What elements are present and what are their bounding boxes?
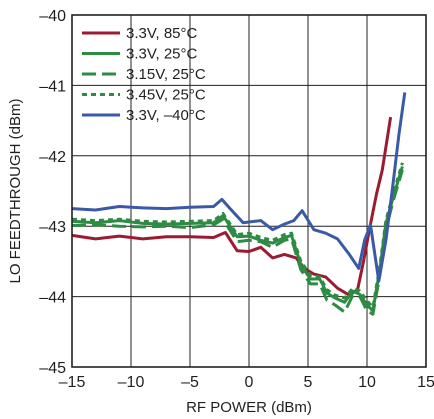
legend: 3.3V, 85°C 3.3V, 25°C 3.15V, 25°C 3.45V, 25…: [82, 25, 206, 124]
plot-frame: [71, 14, 427, 368]
series-line-3: [71, 169, 404, 316]
series-lines: [71, 92, 407, 316]
legend-label: 3.3V, 85°C: [126, 25, 197, 42]
tick-labels: –15 –10 –5 0 5 10 15 –45 –44 –43 –42 –41 –40: [39, 8, 434, 391]
y-tick-label: –41: [39, 78, 66, 95]
x-tick-label: –10: [118, 374, 145, 391]
series-line-1: [71, 116, 393, 297]
x-axis-title: RF POWER (dBm): [186, 399, 312, 416]
y-tick-label: –42: [39, 149, 66, 166]
series-line-4: [71, 162, 404, 309]
x-tick-label: 0: [245, 374, 254, 391]
y-axis-title: LO FEEDTHROUGH (dBm): [7, 98, 24, 283]
y-tick-label: –44: [39, 290, 66, 307]
y-tick-label: –43: [39, 219, 66, 236]
series-line-2: [71, 165, 404, 313]
x-tick-label: –15: [59, 374, 86, 391]
x-tick-label: 10: [358, 374, 376, 391]
legend-label: 3.45V, 25°C: [126, 87, 206, 104]
y-tick-label: –40: [39, 8, 66, 25]
x-tick-label: 15: [417, 374, 434, 391]
series-line-5: [71, 92, 407, 283]
legend-label: 3.3V, –40°C: [126, 107, 206, 124]
y-tick-label: –45: [39, 360, 66, 377]
x-tick-label: –5: [181, 374, 199, 391]
legend-label: 3.15V, 25°C: [126, 66, 206, 83]
legend-label: 3.3V, 25°C: [126, 46, 197, 63]
x-tick-label: 5: [304, 374, 313, 391]
